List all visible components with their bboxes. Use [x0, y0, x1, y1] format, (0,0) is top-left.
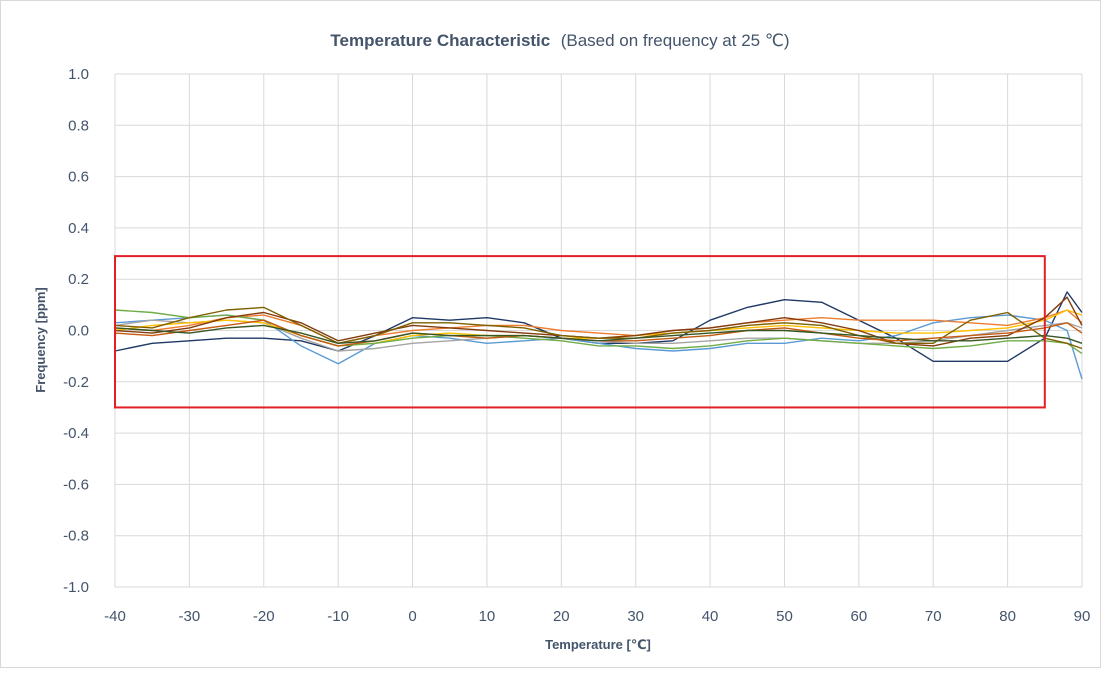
series-line-1	[114, 291, 1083, 362]
x-tick-label: 10	[479, 608, 496, 625]
x-tick-label: -20	[253, 608, 275, 625]
y-tick-label: -1.0	[63, 579, 89, 596]
y-tick-label: -0.6	[63, 476, 89, 493]
y-tick-label: -0.8	[63, 528, 89, 545]
y-tick-label: 0.8	[68, 117, 89, 134]
x-tick-label: 20	[553, 608, 570, 625]
chart-title-main: Temperature Characteristic	[330, 31, 550, 50]
x-tick-label: 40	[702, 608, 719, 625]
highlight-box	[114, 255, 1046, 409]
x-tick-label: 0	[408, 608, 416, 625]
chart-subtitle: (Based on frequency at 25 ℃)	[561, 31, 790, 50]
y-tick-label: 0.2	[68, 271, 89, 288]
x-tick-label: 80	[999, 608, 1016, 625]
series-line-9	[114, 319, 1083, 347]
x-tick-labels: -40 -30 -20 -10 0 10 20 30 40 50 60 70 80 90	[104, 608, 1090, 625]
x-tick-label: 30	[627, 608, 644, 625]
y-tick-label: 1.0	[68, 66, 89, 83]
series-line-7	[114, 296, 1083, 347]
series-group	[114, 291, 1083, 380]
highlight-box-group	[114, 255, 1046, 409]
y-tick-label: 0.4	[68, 220, 89, 237]
x-tick-label: 90	[1074, 608, 1091, 625]
y-tick-label: -0.2	[63, 374, 89, 391]
x-tick-label: 70	[925, 608, 942, 625]
series-line-4	[114, 319, 1083, 352]
y-tick-label: 0.6	[68, 169, 89, 186]
x-axis-label: Temperature [℃]	[545, 637, 651, 652]
x-tick-label: -10	[327, 608, 349, 625]
y-tick-label: -0.4	[63, 425, 89, 442]
y-tick-labels: 1.0 0.8 0.6 0.4 0.2 0.0 -0.2 -0.4 -0.6 -0.8 -1.0	[63, 66, 89, 596]
x-tick-label: -30	[179, 608, 201, 625]
x-tick-label: 50	[776, 608, 793, 625]
x-tick-label: -40	[104, 608, 126, 625]
y-axis-label: Frequency [ppm]	[33, 287, 48, 392]
chart-title: Temperature Characteristic (Based on fre…	[330, 31, 789, 50]
x-tick-label: 60	[851, 608, 868, 625]
series-line-3	[114, 309, 1083, 344]
grid	[114, 73, 1083, 588]
series-line-8	[114, 306, 1083, 350]
y-tick-label: 0.0	[68, 323, 89, 340]
series-line-10	[114, 324, 1083, 344]
